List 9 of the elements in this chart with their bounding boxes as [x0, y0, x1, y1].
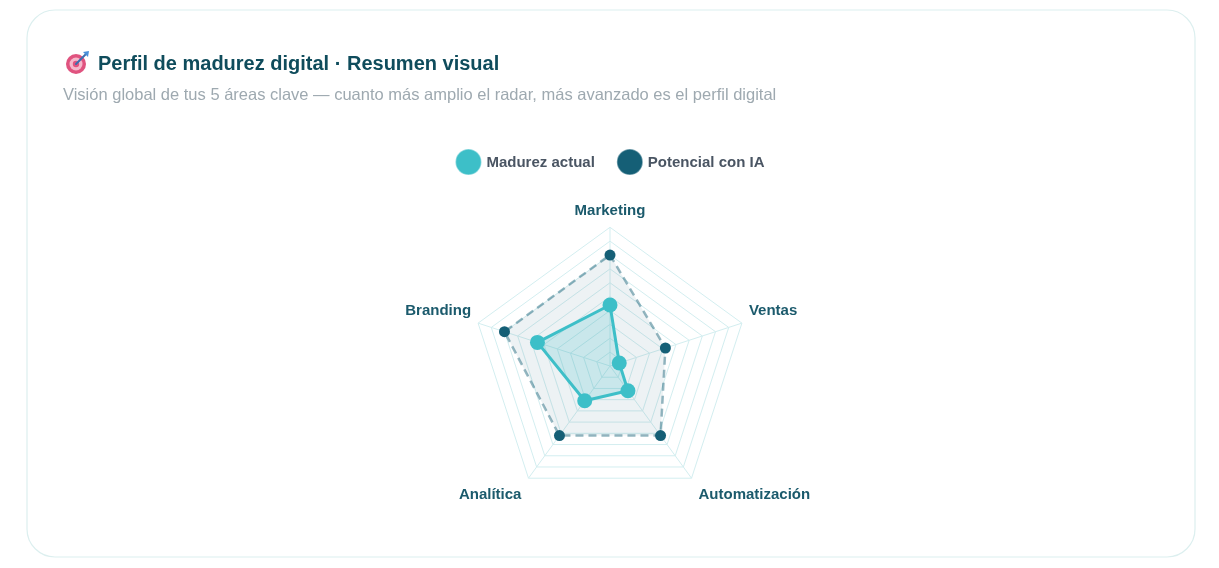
spoke-label: Analítica [458, 485, 523, 503]
chart-title: Perfil de madurez digital · Resumen visual [98, 52, 500, 74]
legend-label: Madurez actual [486, 153, 595, 171]
spoke-label: Ventas [748, 301, 798, 319]
legend-label: Potencial con IA [647, 153, 765, 171]
spoke-label: Automatización [698, 485, 811, 503]
spoke-label: Branding [405, 301, 472, 319]
spoke-label: Marketing [574, 200, 646, 218]
chart-subtitle: Visión global de tus 5 áreas clave — cuanto más amplio el radar, más avanzado es el perfil digital [63, 85, 777, 103]
